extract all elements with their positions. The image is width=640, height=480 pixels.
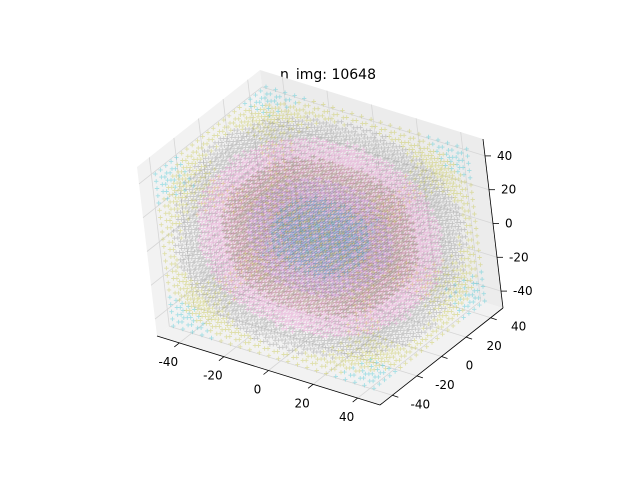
grid-z-back [261,86,486,157]
grid-z-back [277,221,502,292]
x-tick-label: -20 [203,369,223,383]
scatter-marker-group [245,176,395,299]
axes-ticks: -40 -20 0 20 40 -40 -20 0 20 40 -40 -20 0 20 40 [158,149,532,424]
scatter-marker-group [269,195,371,280]
x-tick-mark [218,356,225,362]
grid-y-floor [218,287,442,357]
x-tick-mark [174,342,180,348]
grid-y-floor [169,325,393,396]
scatter-marker-group [171,114,469,361]
y-tick-mark [392,394,399,398]
y-tick-label: 40 [511,320,526,334]
x-tick-label: 20 [294,396,309,410]
grid-y-floor [242,267,467,338]
scatter-marker-group [195,136,445,339]
grid-z-left [154,221,279,320]
y-tick-label: -40 [410,397,430,411]
z-tick-label: -40 [513,284,533,298]
grid-z-back [269,154,494,224]
chart-title: n_img: 10648 [280,67,376,83]
grid-y-floor [193,306,418,377]
grid-z-back [265,120,490,191]
y-tick-mark [416,375,424,379]
scatter-points [153,84,487,391]
scatter-marker-group [220,154,420,321]
x-tick-mark [307,383,314,389]
grid-z-left [142,120,267,219]
grid-z-left [150,187,275,286]
z-tick-label: 40 [497,149,512,163]
x-tick-label: -40 [158,355,178,369]
y-tick-label: 20 [486,339,501,353]
y-tick-label: 0 [466,359,474,373]
z-tick-label: -20 [509,250,529,264]
x-tick-label: 0 [254,383,262,397]
x-tick-mark [263,370,269,375]
y-tick-mark [441,356,448,359]
y-tick-mark [490,317,497,321]
y-tick-mark [465,336,473,340]
x-tick-mark [352,397,358,403]
z-tick-label: 0 [505,217,513,231]
x-tick-label: 40 [339,410,354,424]
grid-z-left [138,86,263,185]
grid-z-back [273,187,498,258]
scatter-marker-group [153,84,487,391]
grid-z-left [146,154,271,252]
scatter-marker-group [157,99,483,376]
z-tick-label: 20 [501,183,516,197]
axes-gridlines [138,76,502,399]
y-tick-label: -20 [435,378,455,392]
grid-y-floor [267,248,491,319]
